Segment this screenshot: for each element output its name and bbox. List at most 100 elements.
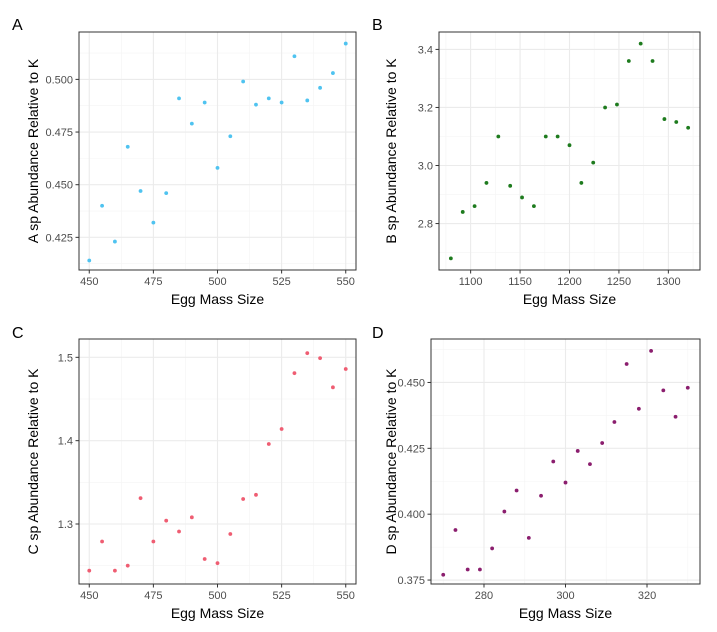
data-point [514, 488, 519, 493]
data-point [543, 134, 548, 139]
data-point [441, 572, 446, 577]
data-point [215, 165, 220, 170]
data-point [490, 546, 495, 551]
data-point [502, 509, 507, 514]
panel-label-b: B [372, 17, 383, 34]
data-point [228, 532, 233, 536]
y-tick-label: 0.500 [45, 74, 73, 86]
data-point [579, 181, 584, 185]
data-point [266, 96, 271, 101]
y-tick-label: 0.375 [397, 575, 425, 587]
data-point [484, 181, 489, 185]
panel-label-a: A [12, 17, 23, 34]
x-tick-label: 550 [337, 276, 355, 288]
data-point [650, 59, 655, 63]
data-point [526, 535, 531, 540]
y-tick-label: 3.4 [418, 44, 433, 56]
y-tick-label: 1.5 [58, 352, 73, 364]
y-tick-label: 0.425 [45, 232, 73, 244]
data-point [164, 191, 169, 196]
data-point [292, 371, 297, 376]
data-point [100, 539, 104, 544]
data-point [465, 567, 470, 572]
x-tick-label: 525 [272, 590, 290, 602]
data-point [125, 144, 130, 149]
x-tick-label: 1100 [459, 276, 483, 288]
data-point [279, 100, 284, 105]
data-point [539, 493, 543, 498]
x-axis-title: Egg Mass Size [171, 291, 265, 307]
x-tick-label: 300 [556, 590, 574, 602]
panel-b: B 1100 1150 1200 1250 1300 2.8 3.0 3.2 3.4 Egg Mas… [372, 17, 701, 307]
data-point [113, 568, 117, 573]
y-tick-label: 0.450 [45, 180, 73, 192]
y-axis-title: C sp Abundance Relative to K [25, 368, 41, 555]
data-point [674, 120, 679, 124]
panel-a: A 450 475 500 525 550 0.425 0.450 0.475 0.500 Egg … [12, 17, 357, 307]
y-axis-title: D sp Abundance Relative to K [383, 368, 399, 555]
x-tick-label: 1150 [508, 276, 532, 288]
x-axis-title: Egg Mass Size [171, 605, 265, 621]
data-point [520, 195, 524, 200]
data-point [266, 442, 271, 446]
panel-label-d: D [372, 325, 384, 342]
data-point [626, 59, 631, 63]
data-point [164, 518, 169, 523]
x-tick-label: 550 [337, 590, 355, 602]
data-point [177, 529, 181, 534]
data-point [87, 568, 92, 573]
data-point [113, 239, 117, 244]
data-point [279, 427, 284, 431]
data-point [331, 71, 335, 75]
x-tick-label: 475 [144, 590, 162, 602]
data-point [649, 348, 653, 353]
x-tick-label: 500 [208, 276, 226, 288]
data-point [612, 420, 617, 424]
data-point [460, 210, 465, 214]
x-tick-label: 500 [208, 590, 226, 602]
data-point [673, 414, 678, 419]
data-point [87, 258, 92, 263]
data-point [636, 406, 641, 411]
data-point [615, 102, 619, 107]
data-point [202, 100, 207, 105]
data-point [567, 143, 572, 148]
data-point [453, 528, 458, 532]
x-tick-label: 1200 [557, 276, 581, 288]
panel-label-c: C [12, 325, 24, 342]
y-tick-label: 2.8 [418, 219, 433, 231]
data-point [241, 497, 246, 501]
data-point [151, 220, 156, 225]
x-tick-label: 450 [80, 590, 98, 602]
data-point [448, 256, 453, 261]
x-tick-label: 1300 [656, 276, 680, 288]
x-tick-label: 450 [80, 276, 98, 288]
data-point [189, 121, 194, 126]
data-point [563, 480, 568, 485]
x-tick-label: 475 [144, 276, 162, 288]
y-tick-label: 1.3 [58, 519, 73, 531]
data-point [555, 134, 560, 139]
data-point [125, 563, 130, 568]
data-point [254, 102, 258, 107]
y-tick-label: 3.0 [418, 161, 433, 173]
x-axis-title: Egg Mass Size [519, 605, 613, 621]
y-tick-label: 1.4 [58, 436, 73, 448]
data-point [600, 441, 605, 445]
x-axis-title: Egg Mass Size [523, 291, 617, 307]
data-point [343, 41, 348, 46]
data-point [254, 492, 258, 497]
y-tick-label: 0.425 [397, 443, 425, 455]
data-point [624, 362, 629, 366]
data-point [496, 134, 501, 139]
y-axis-title: B sp Abundance Relative to K [383, 58, 399, 244]
data-point [686, 125, 691, 130]
y-axis-title: A sp Abundance Relative to K [25, 58, 41, 243]
data-point [472, 204, 477, 209]
x-tick-label: 320 [638, 590, 656, 602]
data-point [318, 356, 322, 361]
data-point [215, 561, 220, 566]
panel-c: C 450 475 500 525 550 1.3 1.4 1.5 Egg Mass Size C … [12, 325, 357, 621]
data-point [177, 96, 181, 101]
data-point [478, 567, 482, 572]
